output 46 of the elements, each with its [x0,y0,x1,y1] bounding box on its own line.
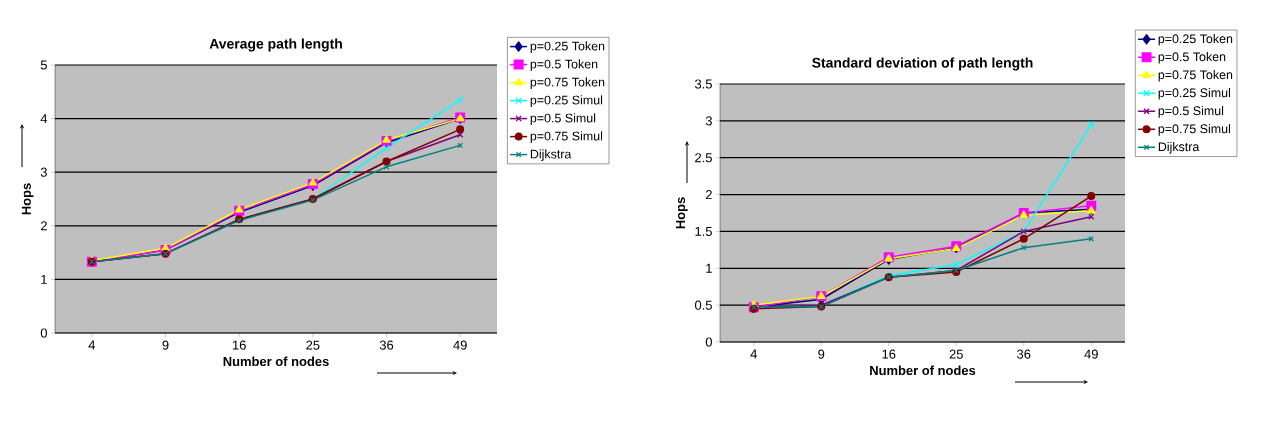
y-tick-label: 2 [705,190,712,200]
y-tick-label: 3 [705,116,712,126]
y-axis-title: Hops [676,197,688,229]
x-tick-label: 25 [306,340,320,350]
x-tick-label: 36 [379,340,394,350]
y-tick-label: 0 [40,328,47,338]
x-tick-label: 36 [1017,349,1031,359]
chart-title: Average path length [209,38,342,52]
x-axis-title: Number of nodes [223,356,329,367]
legend-label: p=0.5 Token [1158,52,1226,64]
x-tick-label: 16 [232,340,246,350]
legend-label: p=0.25 Simul [530,95,603,107]
y-tick-label: 2.5 [695,153,712,163]
x-tick-label: 4 [88,340,96,350]
legend-label: p=0.25 Simul [1158,88,1231,100]
y-tick-label: 5 [40,60,47,70]
legend-label: p=0.5 Simul [1158,106,1224,118]
chart-title: Standard deviation of path length [812,57,1033,71]
legend-label: p=0.25 Token [530,41,605,53]
legend-label: Dijkstra [530,149,572,161]
x-tick-label: 4 [750,349,757,359]
x-tick-label: 9 [818,349,825,359]
x-tick-label: 25 [949,349,963,359]
y-tick-label: 3 [40,167,47,177]
y-tick-label: 0.5 [694,300,712,310]
legend-label: p=0.75 Simul [1158,124,1231,136]
y-tick-label: 4 [40,114,48,124]
x-tick-label: 16 [882,349,896,359]
y-tick-label: 3.5 [694,79,712,89]
legend-label: p=0.5 Simul [530,113,596,125]
y-tick-label: 1 [41,274,47,284]
legend-label: p=0.75 Token [1158,70,1233,82]
legend-label: p=0.75 Simul [530,131,603,143]
legend-label: p=0.25 Token [1158,34,1233,46]
legend-label: p=0.75 Token [530,77,605,89]
legend-label: Dijkstra [1158,142,1200,154]
x-axis-title: Number of nodes [870,365,976,376]
y-tick-label: 1 [706,263,712,273]
x-tick-label: 49 [453,340,467,350]
x-tick-label: 9 [162,340,169,350]
y-axis-title: Hops [21,183,34,215]
y-tick-label: 0 [705,337,712,347]
y-tick-label: 1.5 [695,226,712,236]
x-tick-label: 49 [1084,349,1098,359]
y-tick-label: 2 [40,221,47,231]
legend-label: p=0.5 Token [530,59,598,71]
